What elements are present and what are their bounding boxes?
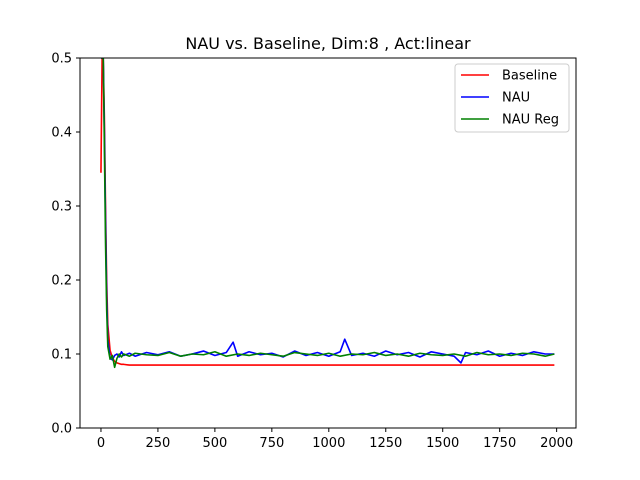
axes-frame xyxy=(79,57,577,429)
x-tick-label: 500 xyxy=(202,436,227,451)
x-tick-label: 1500 xyxy=(426,436,459,451)
series-line-nau-reg xyxy=(100,58,555,369)
y-tick-label: 0.0 xyxy=(51,422,72,437)
x-tick-label: 1000 xyxy=(312,436,345,451)
legend-box xyxy=(454,63,570,133)
legend-label-baseline: Baseline xyxy=(502,69,557,84)
y-tick-label: 0.3 xyxy=(51,200,72,215)
x-tick-label: 750 xyxy=(259,436,284,451)
y-tick-label: 0.5 xyxy=(51,52,72,67)
legend: Baseline NAU NAU Reg xyxy=(454,63,570,133)
y-tick-label: 0.1 xyxy=(51,348,72,363)
y-axis: 0.0 0.1 0.2 0.3 0.4 0.5 xyxy=(51,52,80,437)
y-tick-label: 0.2 xyxy=(51,274,72,289)
x-tick-label: 2000 xyxy=(540,436,573,451)
series-layer xyxy=(100,58,555,369)
x-tick-label: 0 xyxy=(97,436,105,451)
x-tick-label: 250 xyxy=(146,436,171,451)
y-tick-label: 0.4 xyxy=(51,126,72,141)
x-tick-label: 1250 xyxy=(369,436,402,451)
legend-label-nau: NAU xyxy=(502,91,530,106)
chart-title: NAU vs. Baseline, Dim:8 , Act:linear xyxy=(185,34,471,53)
legend-label-nau-reg: NAU Reg xyxy=(502,113,559,128)
x-axis: 0 250 500 750 1000 1250 1500 1750 2000 xyxy=(97,428,573,451)
x-tick-label: 1750 xyxy=(483,436,516,451)
